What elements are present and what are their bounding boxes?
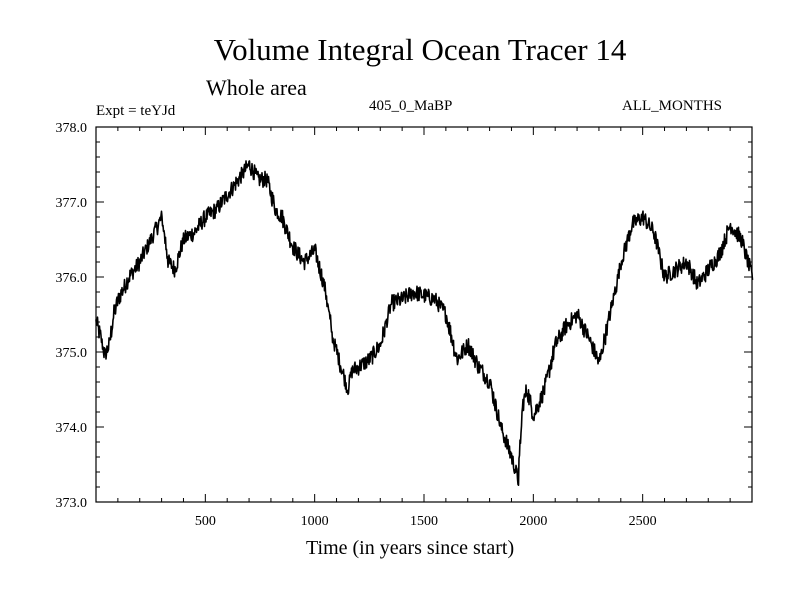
x-axis-label: Time (in years since start) — [306, 537, 515, 559]
series-line — [95, 160, 754, 486]
axis-ticks — [96, 127, 752, 502]
months-label: ALL_MONTHS — [622, 98, 722, 114]
y-tick-label: 373.0 — [56, 496, 88, 511]
series-layer — [95, 160, 754, 486]
x-tick-label: 500 — [195, 514, 216, 529]
y-tick-label: 374.0 — [56, 421, 88, 436]
x-tick-label: 1500 — [410, 514, 438, 529]
experiment-label: Expt = teYJd — [96, 103, 176, 119]
y-tick-label: 376.0 — [56, 271, 88, 286]
chart-title: Volume Integral Ocean Tracer 14 — [213, 32, 627, 67]
y-tick-label: 378.0 — [56, 121, 88, 136]
x-tick-label: 2000 — [519, 514, 547, 529]
y-tick-label: 375.0 — [56, 346, 88, 361]
tick-labels: 500 1000 1500 2000 2500 373.0 374.0 375.0 376.0 3… — [56, 121, 657, 529]
period-label: 405_0_MaBP — [369, 98, 453, 114]
chart-subtitle: Whole area — [206, 75, 307, 100]
y-tick-label: 377.0 — [56, 196, 88, 211]
plot-frame — [95, 126, 753, 503]
x-tick-label: 1000 — [301, 514, 329, 529]
x-tick-label: 2500 — [629, 514, 657, 529]
